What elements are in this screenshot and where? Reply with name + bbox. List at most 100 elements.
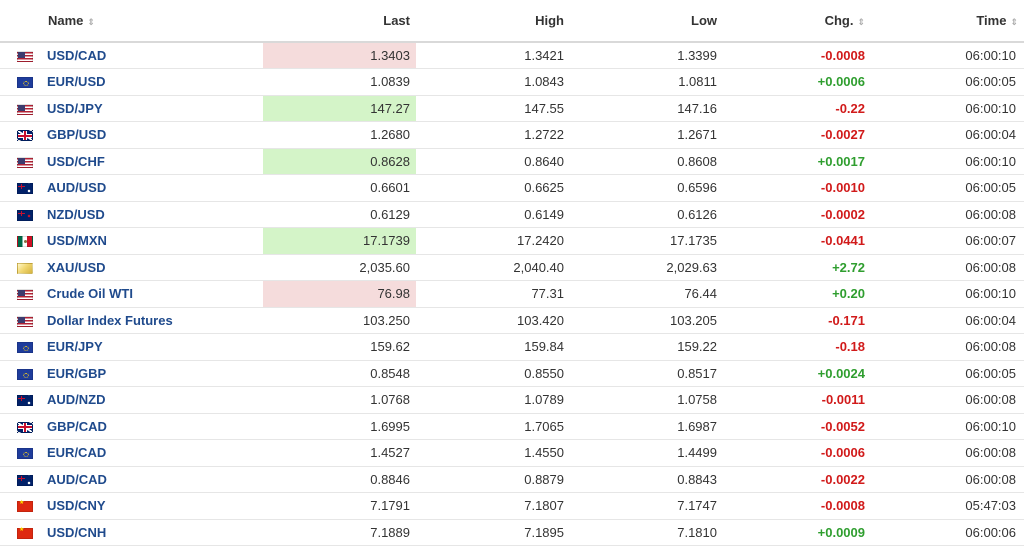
instrument-link[interactable]: Crude Oil WTI: [47, 286, 133, 302]
time-value: 06:00:08: [871, 439, 1024, 467]
high-value: 77.31: [416, 280, 570, 308]
instrument-link[interactable]: EUR/CAD: [47, 445, 107, 461]
change-value: -0.0010: [723, 174, 871, 202]
high-value: 1.4550: [416, 439, 570, 467]
instrument-link[interactable]: EUR/USD: [47, 74, 106, 90]
cn-flag-icon: [17, 526, 33, 539]
sort-icon: ⇕: [857, 17, 865, 27]
instrument-link[interactable]: GBP/CAD: [47, 418, 107, 434]
name-cell: USD/CAD: [43, 42, 263, 69]
high-value: 0.6625: [416, 174, 570, 202]
table-row[interactable]: GBP/CAD 1.6995 1.7065 1.6987 -0.0052 06:00:10: [0, 413, 1024, 440]
change-value: -0.0027: [723, 121, 871, 149]
table-row[interactable]: EUR/GBP 0.8548 0.8550 0.8517 +0.0024 06:00:05: [0, 360, 1024, 387]
table-row[interactable]: XAU/USD 2,035.60 2,040.40 2,029.63 +2.72 06:0…: [0, 254, 1024, 281]
column-header-time-label: Time: [976, 13, 1007, 28]
instrument-link[interactable]: USD/MXN: [47, 233, 107, 249]
name-cell: Dollar Index Futures: [43, 307, 263, 334]
table-row[interactable]: NZD/USD 0.6129 0.6149 0.6126 -0.0002 06:00:08: [0, 201, 1024, 228]
last-value: 0.8548: [263, 360, 416, 387]
flag-cell: [0, 68, 43, 96]
table-row[interactable]: AUD/CAD 0.8846 0.8879 0.8843 -0.0022 06:00:08: [0, 466, 1024, 493]
flag-cell: [0, 519, 43, 546]
low-value: 0.8843: [570, 466, 723, 493]
instrument-link[interactable]: EUR/JPY: [47, 339, 103, 355]
instrument-link[interactable]: XAU/USD: [47, 259, 106, 275]
name-cell: USD/JPY: [43, 95, 263, 122]
time-value: 06:00:08: [871, 201, 1024, 228]
time-value: 06:00:08: [871, 466, 1024, 493]
flag-cell: [0, 280, 43, 308]
us-flag-icon: [17, 156, 33, 168]
instrument-link[interactable]: AUD/CAD: [47, 471, 107, 487]
last-value: 1.4527: [263, 439, 416, 467]
time-value: 06:00:08: [871, 333, 1024, 361]
table-row[interactable]: USD/JPY 147.27 147.55 147.16 -0.22 06:00:10: [0, 95, 1024, 122]
flag-cell: [0, 227, 43, 255]
low-value: 1.3399: [570, 42, 723, 69]
instrument-link[interactable]: USD/JPY: [47, 100, 103, 116]
instrument-link[interactable]: AUD/NZD: [47, 392, 106, 408]
table-row[interactable]: USD/MXN 17.1739 17.2420 17.1735 -0.0441 06:00…: [0, 227, 1024, 255]
us-flag-icon: [17, 103, 33, 115]
instrument-link[interactable]: USD/CNY: [47, 498, 106, 514]
instrument-link[interactable]: USD/CNH: [47, 524, 107, 540]
last-value: 0.8628: [263, 148, 416, 175]
change-value: -0.0002: [723, 201, 871, 228]
table-row[interactable]: AUD/USD 0.6601 0.6625 0.6596 -0.0010 06:00:05: [0, 174, 1024, 202]
us-flag-icon: [17, 51, 33, 63]
table-row[interactable]: GBP/USD 1.2680 1.2722 1.2671 -0.0027 06:00:04: [0, 121, 1024, 149]
column-header-time[interactable]: Time ⇕: [871, 0, 1024, 43]
column-header-last: Last: [263, 0, 416, 43]
flag-cell: [0, 333, 43, 361]
table-header-row: Name ⇕ Last High Low Chg. ⇕ Time ⇕: [0, 0, 1024, 43]
name-cell: USD/MXN: [43, 227, 263, 255]
flag-cell: [0, 95, 43, 122]
table-row[interactable]: Dollar Index Futures 103.250 103.420 103.20…: [0, 307, 1024, 334]
table-row[interactable]: EUR/JPY 159.62 159.84 159.22 -0.18 06:00:08: [0, 333, 1024, 361]
table-row[interactable]: USD/CHF 0.8628 0.8640 0.8608 +0.0017 06:00:10: [0, 148, 1024, 175]
table-row[interactable]: EUR/USD 1.0839 1.0843 1.0811 +0.0006 06:00:05: [0, 68, 1024, 96]
low-value: 0.6126: [570, 201, 723, 228]
table-row[interactable]: USD/CAD 1.3403 1.3421 1.3399 -0.0008 06:00:10: [0, 42, 1024, 69]
time-value: 06:00:05: [871, 360, 1024, 387]
au-flag-icon: [17, 474, 33, 486]
instrument-link[interactable]: Dollar Index Futures: [47, 312, 173, 328]
low-value: 0.6596: [570, 174, 723, 202]
high-value: 7.1807: [416, 492, 570, 520]
instrument-link[interactable]: USD/CAD: [47, 48, 107, 63]
change-value: -0.0052: [723, 413, 871, 440]
flag-cell: [0, 121, 43, 149]
name-cell: EUR/USD: [43, 68, 263, 96]
last-value: 0.8846: [263, 466, 416, 493]
change-value: -0.0008: [723, 42, 871, 69]
instrument-link[interactable]: NZD/USD: [47, 206, 105, 222]
last-value: 76.98: [263, 280, 416, 308]
last-value: 103.250: [263, 307, 416, 334]
mx-flag-icon: [17, 236, 33, 248]
instrument-link[interactable]: AUD/USD: [47, 180, 107, 196]
low-value: 1.0758: [570, 386, 723, 414]
instrument-link[interactable]: GBP/USD: [47, 127, 107, 143]
high-value: 0.8640: [416, 148, 570, 175]
instrument-link[interactable]: EUR/GBP: [47, 365, 107, 381]
flag-cell: [0, 360, 43, 387]
high-value: 0.6149: [416, 201, 570, 228]
name-cell: Crude Oil WTI: [43, 280, 263, 308]
time-value: 06:00:10: [871, 42, 1024, 69]
high-value: 0.8550: [416, 360, 570, 387]
table-row[interactable]: AUD/NZD 1.0768 1.0789 1.0758 -0.0011 06:00:08: [0, 386, 1024, 414]
time-value: 06:00:06: [871, 519, 1024, 546]
table-row[interactable]: Crude Oil WTI 76.98 77.31 76.44 +0.20 06:00:1…: [0, 280, 1024, 308]
low-value: 2,029.63: [570, 254, 723, 281]
column-header-name[interactable]: Name ⇕: [0, 0, 263, 43]
uk-flag-icon: [17, 421, 33, 433]
instrument-link[interactable]: USD/CHF: [47, 153, 105, 169]
low-value: 1.6987: [570, 413, 723, 440]
low-value: 159.22: [570, 333, 723, 361]
table-row[interactable]: EUR/CAD 1.4527 1.4550 1.4499 -0.0006 06:00:08: [0, 439, 1024, 467]
column-header-chg[interactable]: Chg. ⇕: [723, 0, 871, 43]
